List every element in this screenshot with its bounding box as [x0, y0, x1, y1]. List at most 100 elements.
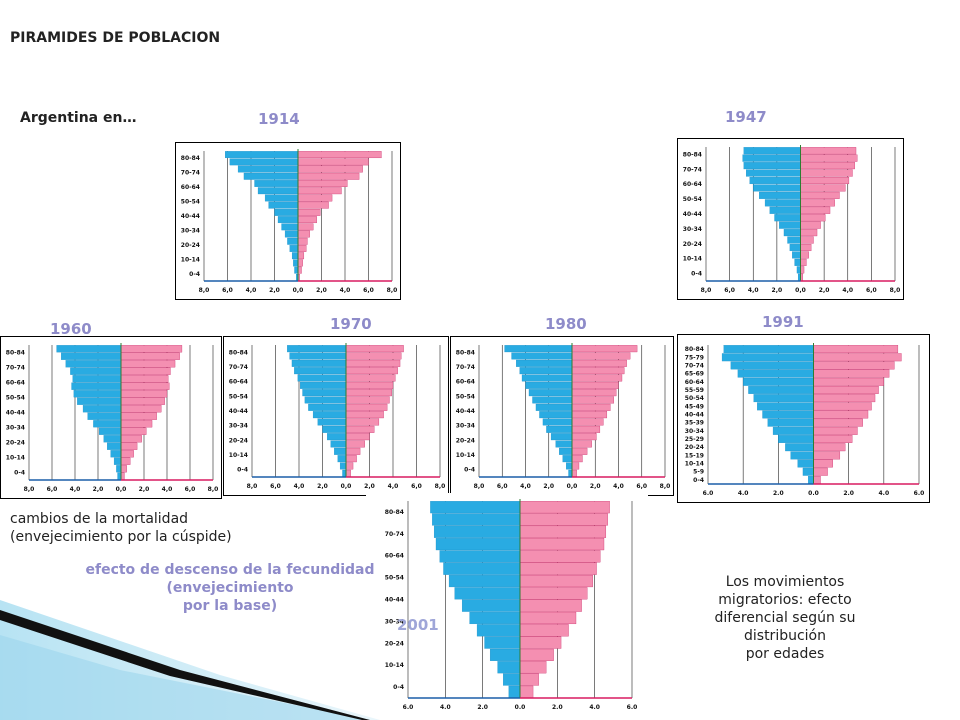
- female-bar-y1960: [120, 397, 165, 405]
- female-bar-y1980: [571, 462, 580, 470]
- x-tick-label-y1947: 8,0: [701, 287, 712, 294]
- x-tick-label-y1991: 6.0: [703, 490, 714, 497]
- female-bar-y1960: [120, 360, 176, 368]
- male-bar-y1980: [511, 352, 573, 360]
- female-bar-y1980: [571, 469, 577, 477]
- pyramid-panel-1947: 8,0 6,0 4,0 2,0 0,0 2,0 4,0 6,0 8,0 80-84 70-74 60-…: [677, 138, 904, 300]
- male-bar-y1960: [93, 420, 122, 428]
- x-tick-label-y1947: 6,0: [724, 287, 735, 294]
- female-bar-y1947: [800, 221, 821, 229]
- male-bar-y1947: [779, 221, 801, 229]
- x-tick-label-y1960: 8,0: [208, 486, 219, 493]
- male-bar-y1991: [723, 345, 814, 354]
- female-bar-y1960: [120, 405, 162, 413]
- age-label-y1947: 30-34: [683, 226, 702, 233]
- x-tick-label-y1947: 6,0: [866, 287, 877, 294]
- female-bar-y1980: [571, 352, 631, 360]
- male-bar-y1947: [746, 169, 801, 177]
- female-bar-y1914: [297, 223, 314, 231]
- age-label-y1991: 55-59: [685, 387, 704, 394]
- migration-note-line-1: Los movimientos: [725, 574, 845, 590]
- male-bar-y1991: [748, 386, 814, 394]
- female-bar-y1960: [120, 435, 142, 443]
- male-bar-y2001: [439, 550, 521, 563]
- female-bar-y1947: [800, 176, 850, 185]
- male-bar-y1980: [521, 374, 573, 382]
- male-bar-y1960: [117, 472, 122, 480]
- x-tick-label-y1970: 4,0: [388, 483, 399, 490]
- x-tick-label-y2001: 2.0: [552, 704, 563, 711]
- x-tick-label-y1960: 4,0: [162, 486, 173, 493]
- male-bar-y1991: [737, 369, 814, 378]
- fertility-note: efecto de descenso de la fecundidad (env…: [80, 561, 380, 615]
- age-label-y1980: 10-14: [456, 452, 475, 459]
- female-bar-y1980: [571, 403, 611, 411]
- female-bar-y2001: [519, 661, 547, 674]
- age-label-y1980: 40-44: [456, 408, 475, 415]
- age-label-y2001: 30-34: [385, 618, 404, 625]
- male-bar-y1947: [753, 184, 801, 192]
- male-bar-y1991: [790, 451, 814, 460]
- male-bar-y2001: [461, 599, 521, 612]
- female-bar-y1980: [571, 374, 623, 382]
- age-label-y1980: 0-4: [464, 467, 475, 474]
- female-bar-y1980: [571, 381, 619, 389]
- female-bar-y2001: [519, 636, 562, 649]
- migration-note-line-4: distribución: [744, 628, 826, 644]
- x-tick-label-y1970: 2,0: [364, 483, 375, 490]
- male-bar-y1970: [289, 352, 347, 360]
- age-label-y1914: 60-64: [181, 184, 200, 191]
- x-tick-label-y1960: 2,0: [93, 486, 104, 493]
- age-label-y1947: 10-14: [683, 256, 702, 263]
- male-bar-y2001: [497, 661, 521, 674]
- x-tick-label-y1947: 0,0: [795, 287, 806, 294]
- male-bar-y1980: [559, 447, 573, 455]
- year-label-1960: 1960: [50, 320, 92, 338]
- male-bar-y1991: [802, 467, 814, 476]
- age-label-y1970: 70-74: [229, 364, 248, 371]
- page-title: PIRAMIDES DE POBLACION: [10, 30, 221, 46]
- male-bar-y1970: [304, 396, 347, 404]
- female-bar-y1980: [571, 433, 597, 441]
- age-label-y1991: 70-74: [685, 362, 704, 369]
- x-tick-label-y1960: 6,0: [185, 486, 196, 493]
- age-label-y1991: 15-19: [685, 452, 704, 459]
- x-tick-label-y2001: 2.0: [477, 704, 488, 711]
- age-label-y1991: 50-54: [685, 395, 704, 402]
- male-bar-y2001: [476, 624, 521, 637]
- male-bar-y1991: [721, 353, 814, 362]
- x-tick-label-y1980: 6,0: [497, 483, 508, 490]
- male-bar-y1991: [767, 418, 814, 427]
- x-tick-label-y2001: 6.0: [627, 704, 638, 711]
- female-bar-y1947: [800, 214, 826, 222]
- age-label-y1991: 10-14: [685, 461, 704, 468]
- female-bar-y1991: [813, 345, 899, 354]
- female-bar-y1970: [345, 447, 361, 455]
- male-bar-y1960: [70, 367, 122, 375]
- female-bar-y1980: [571, 440, 592, 448]
- x-tick-label-y1970: 6,0: [270, 483, 281, 490]
- female-bar-y1947: [800, 229, 818, 237]
- migration-note: Los movimientos migratorios: efecto dife…: [700, 573, 870, 663]
- x-tick-label-y1980: 6,0: [636, 483, 647, 490]
- male-bar-y1980: [532, 396, 573, 404]
- female-bar-y1914: [297, 230, 310, 238]
- age-label-y1960: 20-24: [6, 440, 25, 447]
- female-bar-y2001: [519, 538, 605, 551]
- female-bar-y1914: [297, 158, 369, 166]
- age-label-y1970: 40-44: [229, 408, 248, 415]
- male-bar-y2001: [508, 685, 521, 698]
- age-label-y1914: 80-84: [181, 155, 200, 162]
- male-bar-y1914: [293, 259, 299, 267]
- age-label-y1960: 80-84: [6, 350, 25, 357]
- male-bar-y1980: [535, 403, 573, 411]
- female-bar-y1991: [813, 369, 890, 378]
- fertility-note-line-1: efecto de descenso de la fecundidad: [85, 562, 375, 578]
- age-label-y1970: 60-64: [229, 379, 248, 386]
- female-bar-y1980: [571, 418, 604, 426]
- male-bar-y1991: [753, 394, 814, 403]
- male-bar-y1947: [783, 229, 801, 237]
- male-bar-y1970: [342, 469, 347, 477]
- female-bar-y1914: [297, 208, 321, 216]
- female-bar-y2001: [519, 611, 577, 625]
